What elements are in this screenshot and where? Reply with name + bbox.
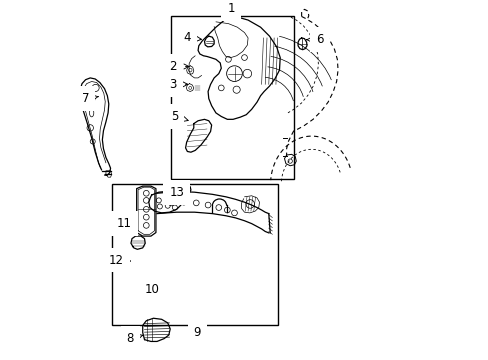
Text: 7: 7 (81, 92, 98, 105)
Bar (171, 17, 294, 179)
Text: 9: 9 (193, 326, 201, 339)
Text: 10: 10 (144, 283, 159, 296)
Text: 5: 5 (171, 110, 188, 123)
Text: 13: 13 (169, 186, 183, 199)
Text: 3: 3 (169, 78, 187, 91)
Text: 12: 12 (109, 253, 130, 266)
Text: 6: 6 (306, 33, 323, 46)
Text: 11: 11 (117, 217, 133, 230)
Text: 8: 8 (126, 332, 142, 345)
Bar (112, 184, 278, 325)
Text: 1: 1 (227, 2, 234, 15)
Text: 2: 2 (169, 60, 188, 73)
Text: 4: 4 (183, 31, 201, 44)
